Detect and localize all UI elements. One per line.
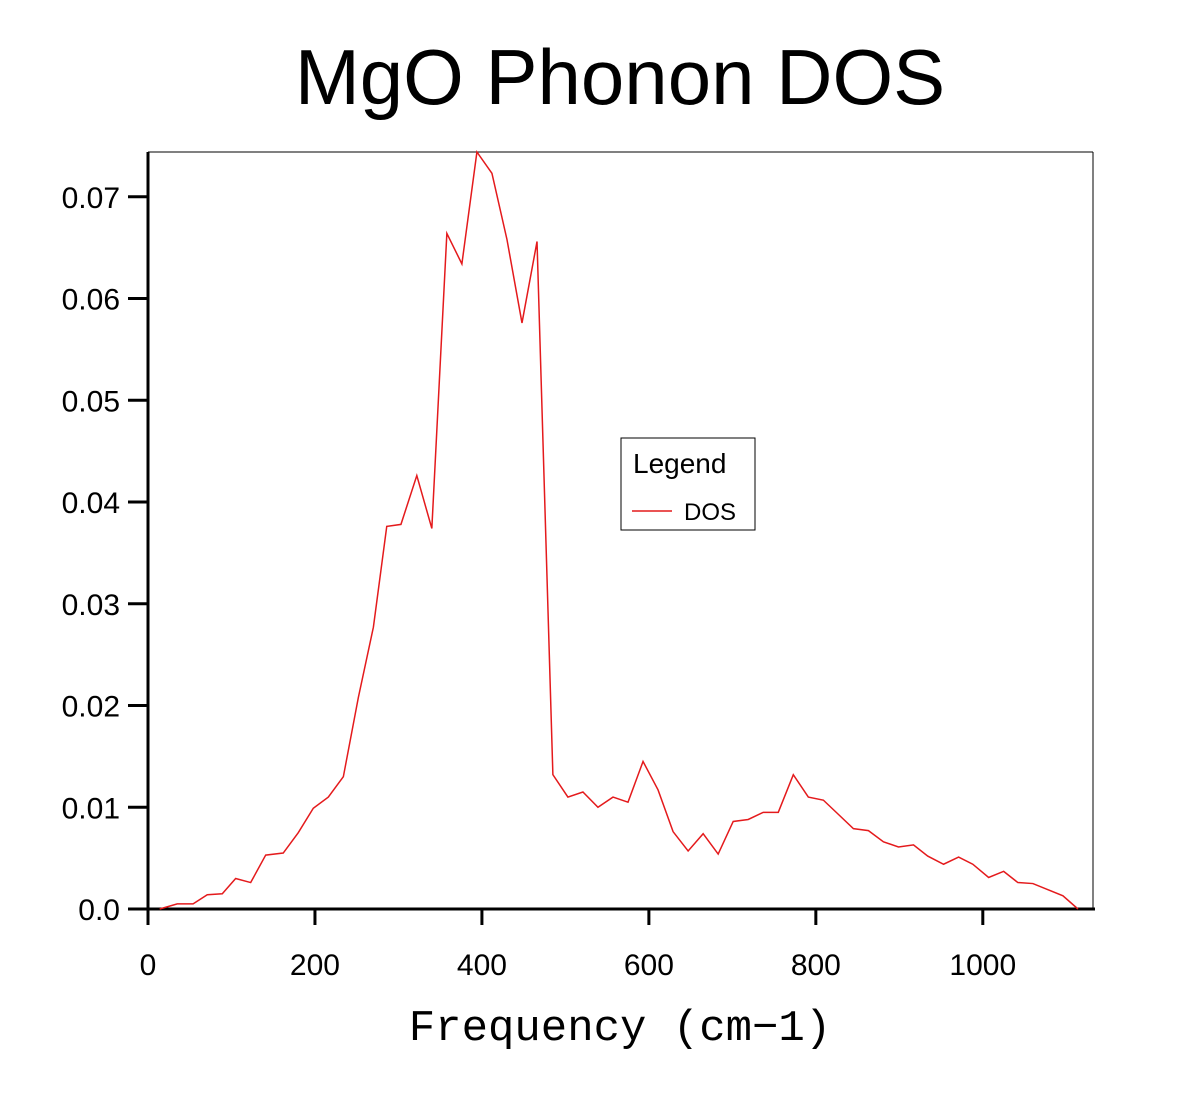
x-tick-label: 400 (457, 949, 507, 982)
legend-box (620, 437, 756, 531)
y-tick-label: 0.05 (62, 385, 120, 418)
x-axis-label: Frequency (cm−1) (409, 1004, 831, 1054)
x-tick-label: 600 (624, 949, 674, 982)
y-tick-label: 0.04 (62, 487, 120, 520)
x-tick-label: 1000 (949, 949, 1016, 982)
chart-title: MgO Phonon DOS (295, 33, 945, 121)
legend: Legend DOS (620, 437, 756, 531)
x-tick-label: 200 (290, 949, 340, 982)
y-tick-label: 0.07 (62, 182, 120, 215)
y-tick-label: 0.03 (62, 589, 120, 622)
legend-label: DOS (684, 499, 736, 526)
y-tick-label: 0.01 (62, 792, 120, 825)
y-tick-label: 0.0 (78, 894, 120, 927)
x-tick-label: 0 (140, 949, 157, 982)
y-tick-label: 0.02 (62, 691, 120, 724)
x-tick-label: 800 (791, 949, 841, 982)
dos-line (159, 150, 1079, 910)
legend-title: Legend (633, 448, 726, 479)
y-tick-label: 0.06 (62, 284, 120, 317)
